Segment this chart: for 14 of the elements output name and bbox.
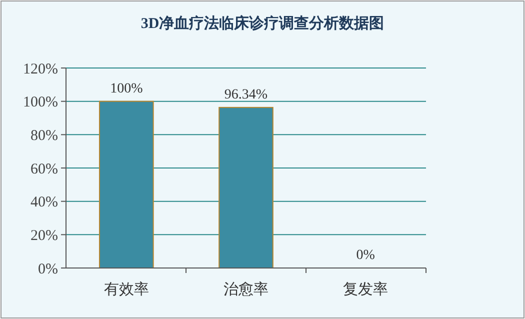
y-tick-label: 60% <box>30 161 58 178</box>
y-tick-label: 100% <box>23 94 58 111</box>
y-tick-label: 20% <box>30 228 58 244</box>
y-tick-label: 0% <box>38 261 58 278</box>
chart-title: 3D净血疗法临床诊疗调查分析数据图 <box>140 14 384 32</box>
data-label: 100% <box>110 81 144 96</box>
y-tick-label: 40% <box>30 194 58 211</box>
x-tick-label: 复发率 <box>343 281 388 298</box>
x-tick-label: 治愈率 <box>224 281 268 298</box>
data-label: 0% <box>356 248 376 263</box>
data-label: 96.34% <box>224 87 268 102</box>
y-tick-label: 80% <box>30 128 58 144</box>
x-tick-label: 有效率 <box>104 281 149 298</box>
y-tick-label: 120% <box>23 61 58 78</box>
